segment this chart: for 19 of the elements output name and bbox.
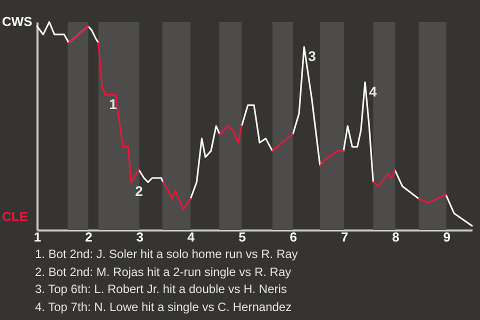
x-tick-label: 6 [290,230,297,244]
x-tick-label: 3 [136,230,144,244]
x-tick-label: 9 [443,230,451,244]
annotation: 2 [135,183,144,200]
annotation: 3 [308,48,316,64]
text: 4. Top 7th: N. Lowe hit a single vs C. Hernandez [35,298,293,316]
text: 1. Bot 2nd: J. Soler hit a solo home run vs R. Ray [35,246,299,263]
text: 3. Top 6th: L. Robert Jr. hit a double vs H. Neris [35,281,288,298]
text: CWS [2,14,32,29]
annotation: 1 [109,96,118,112]
text: 2. Bot 2nd: M. Rojas hit a 2-run single vs R. Ray [35,264,292,281]
x-tick-label: 8 [392,230,400,244]
x-tick-label: 1 [34,230,42,244]
x-tick-label: 5 [238,230,246,244]
x-tick-label: 7 [340,230,348,244]
x-tick-label: 2 [85,230,92,244]
annotation: 4 [369,83,378,100]
text: CLE [2,209,28,224]
x-tick-label: 4 [187,230,196,244]
